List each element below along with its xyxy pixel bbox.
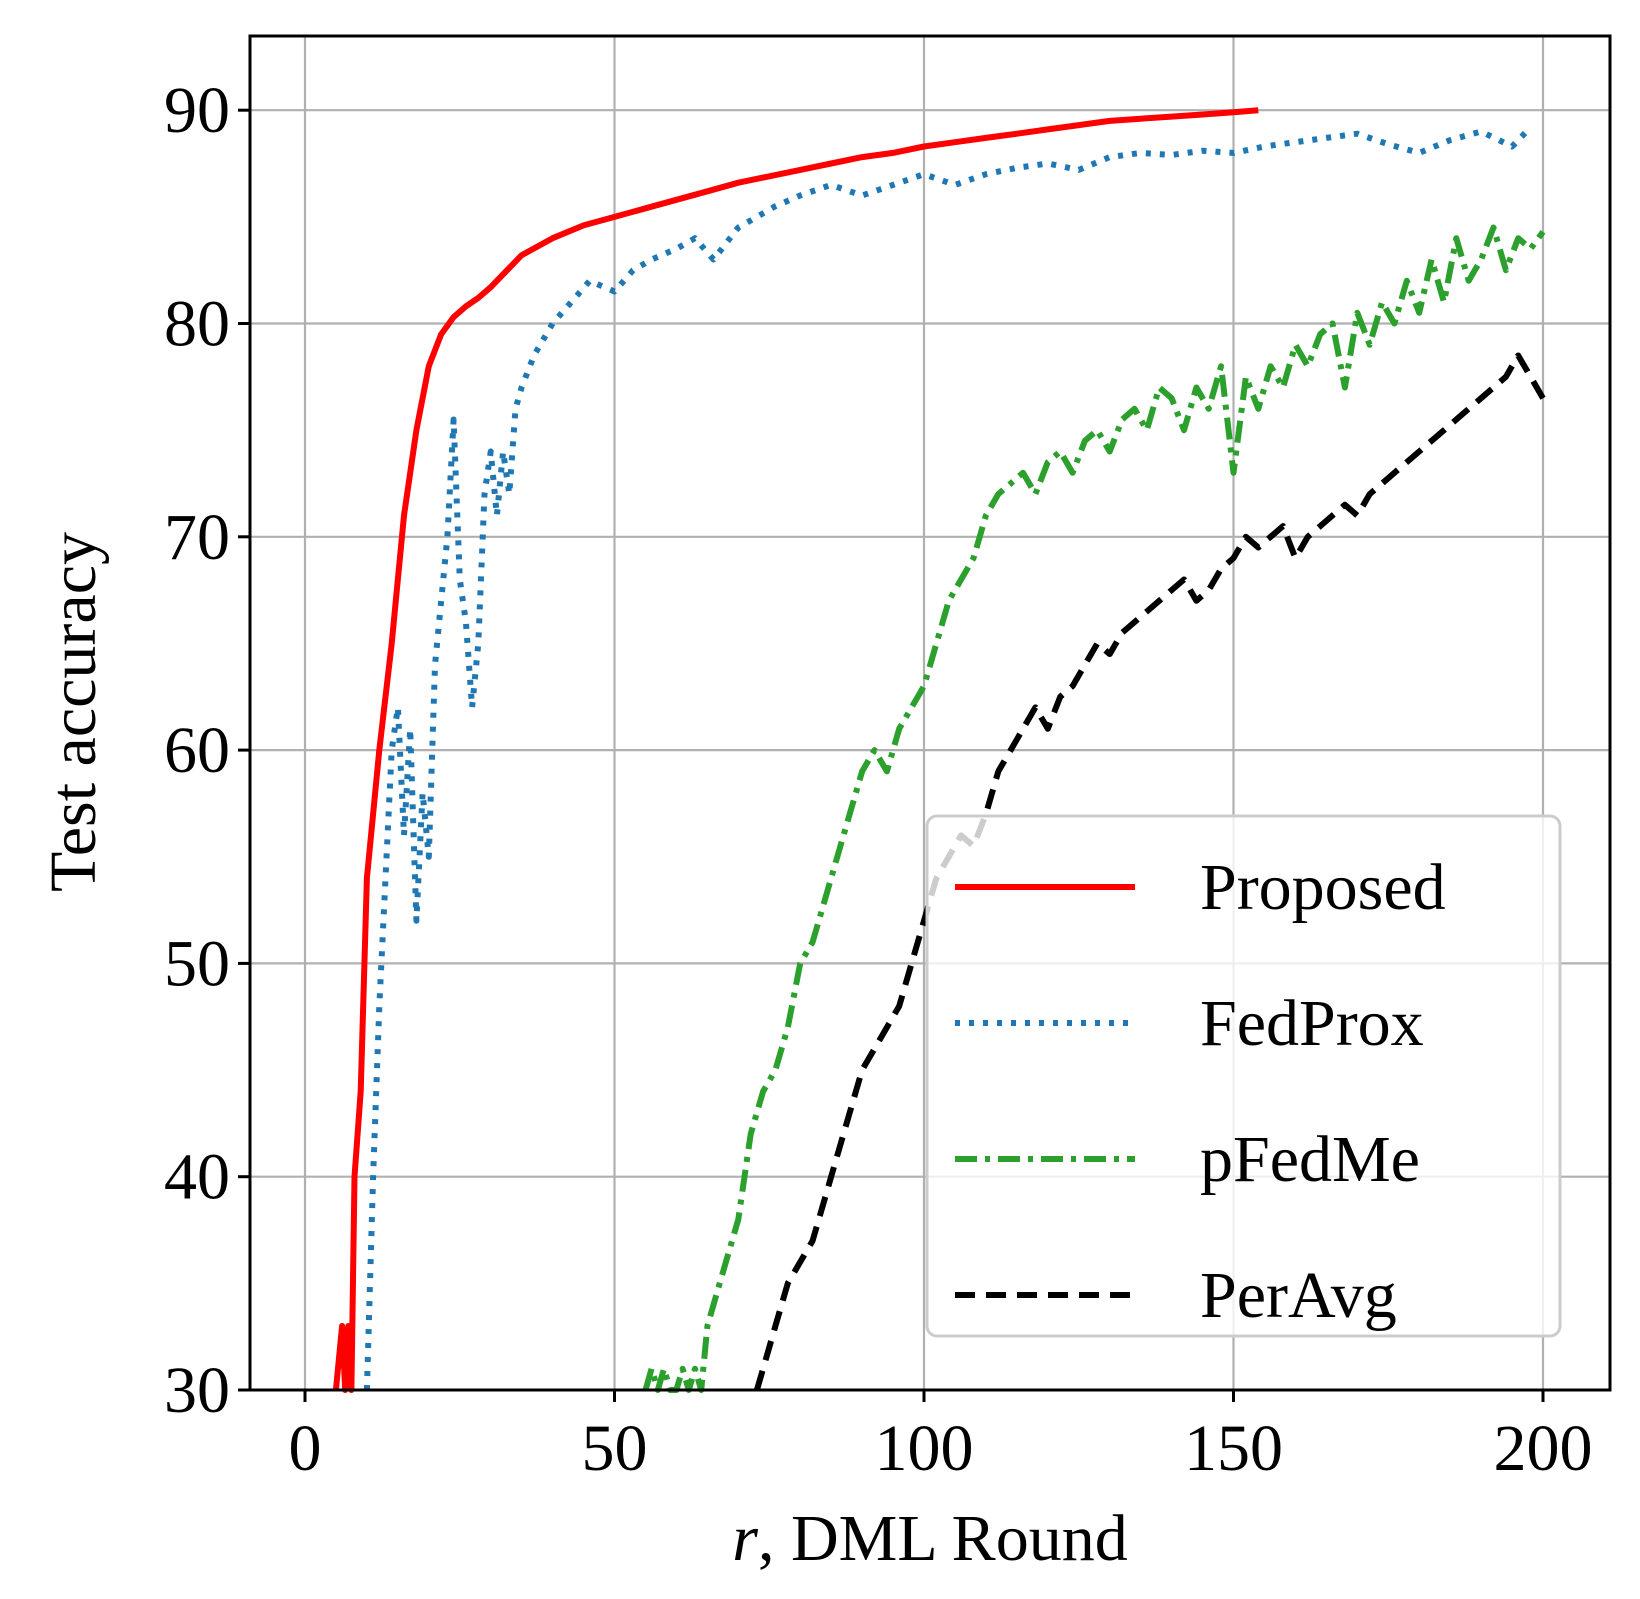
series-line-pfedme [642,224,1546,1393]
x-tick-label: 50 [582,1412,648,1485]
legend-label-fedprox: FedProx [1200,987,1424,1060]
legend: Proposed FedProx pFedMe PerAvg [925,814,1562,1338]
series-layer [332,107,1546,1393]
y-tick-label: 90 [164,74,230,147]
series-line-peravg [754,352,1546,1391]
x-axis-title: r, DML Round [732,1502,1127,1575]
y-axis-title: Test accuracy [37,532,110,892]
x-axis-title-rest: , DML Round [758,1502,1128,1575]
plot-frame [248,34,1612,1392]
legend-label-pfedme: pFedMe [1200,1123,1420,1196]
y-tick-label: 40 [164,1141,230,1214]
series-line-proposed [332,107,1259,1393]
y-tick-label: 80 [164,288,230,361]
y-tick-label: 60 [164,714,230,787]
x-tick-label: 0 [289,1412,322,1485]
y-tick-label: 70 [164,501,230,574]
x-tick-label: 150 [1184,1412,1283,1485]
x-tick-label: 100 [875,1412,974,1485]
y-tick-label: 50 [164,927,230,1000]
legend-label-peravg: PerAvg [1200,1259,1397,1332]
ticks: 0 50 100 150 200 30 40 50 60 70 80 90 [164,74,1593,1485]
y-tick-label: 30 [164,1354,230,1427]
legend-box [925,814,1562,1338]
x-tick-label: 200 [1494,1412,1593,1485]
legend-label-proposed: Proposed [1200,851,1446,924]
x-axis-variable: r [732,1502,758,1575]
series-line-fedprox [363,125,1533,1391]
